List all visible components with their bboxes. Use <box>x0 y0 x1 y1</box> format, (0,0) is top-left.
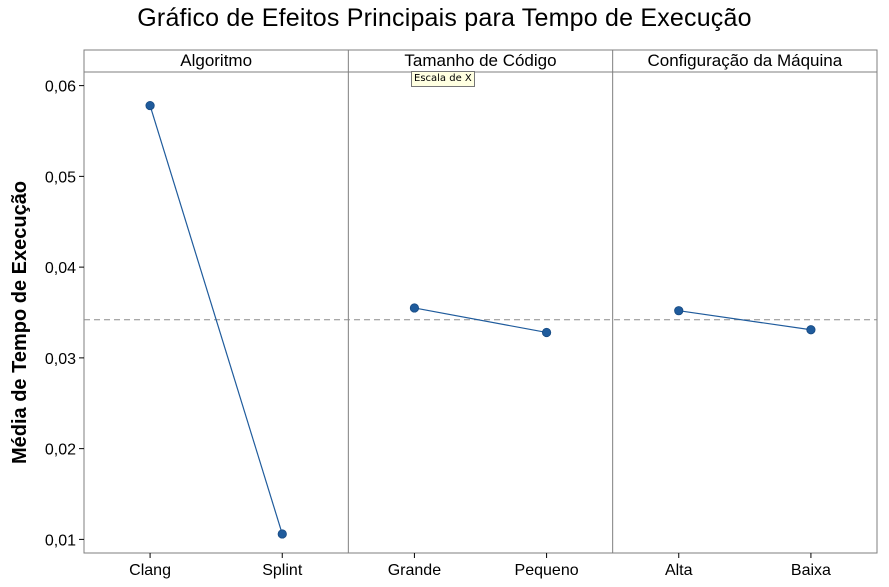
panel-title: Algoritmo <box>180 51 252 70</box>
x-tick-label: Baixa <box>791 562 831 579</box>
panel-title: Tamanho de Código <box>404 51 556 70</box>
y-tick-label: 0,06 <box>45 79 76 96</box>
x-tick-label: Alta <box>665 562 693 579</box>
data-point <box>409 303 420 313</box>
data-point <box>145 100 155 111</box>
y-tick-label: 0,02 <box>45 442 76 459</box>
y-tick-label: 0,01 <box>45 532 76 549</box>
x-tick-label: Grande <box>388 562 441 579</box>
y-tick-label: 0,03 <box>45 351 76 368</box>
data-point <box>277 529 287 539</box>
x-tick-label: Pequeno <box>515 562 579 579</box>
panel-title: Configuração da Máquina <box>647 51 842 70</box>
y-axis-label: Média de Tempo de Execução <box>9 181 31 464</box>
tooltip: Escala de X <box>411 71 475 87</box>
x-tick-label: Splint <box>262 562 303 579</box>
y-tick-label: 0,05 <box>45 169 76 186</box>
data-point <box>674 306 684 316</box>
data-point <box>541 327 552 338</box>
plot-frame <box>83 49 878 554</box>
data-point <box>806 325 816 335</box>
series-line <box>414 307 547 334</box>
series-line <box>678 310 812 331</box>
series-line <box>149 105 283 535</box>
x-tick-label: Clang <box>129 562 171 579</box>
chart-title: Gráfico de Efeitos Principais para Tempo… <box>137 4 752 32</box>
y-tick-label: 0,04 <box>45 260 76 277</box>
